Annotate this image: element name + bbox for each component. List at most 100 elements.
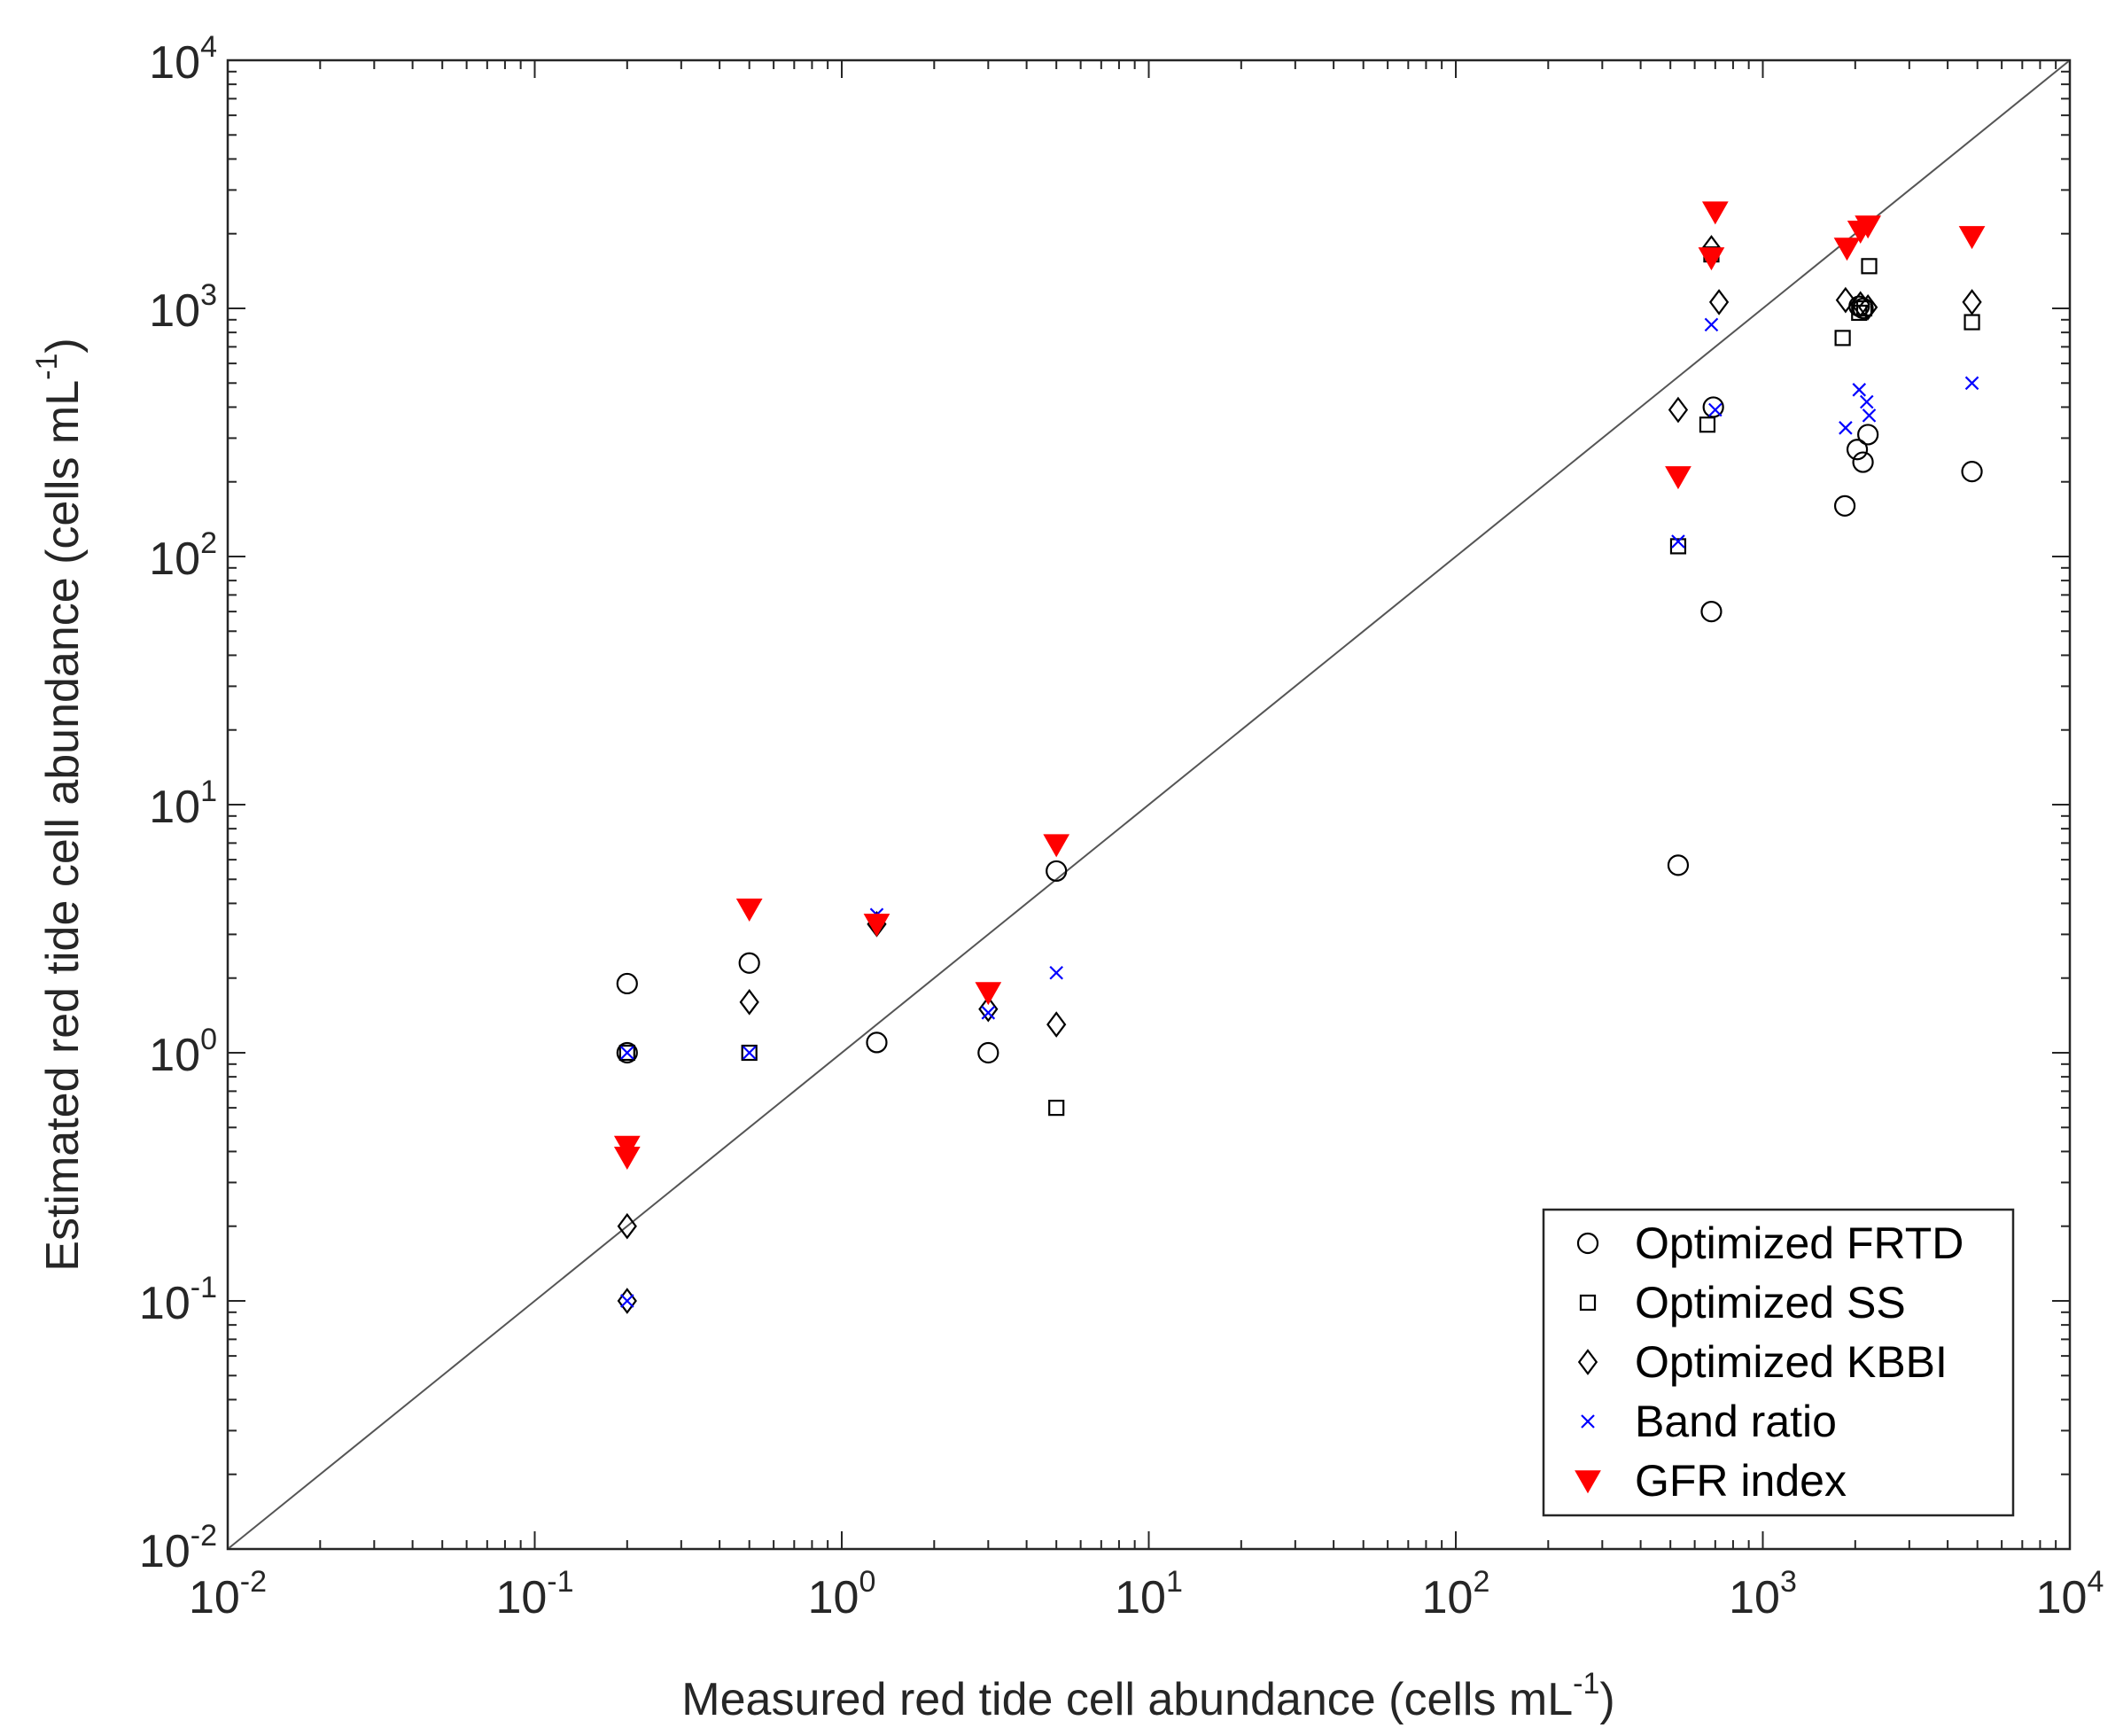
data-point-band-ratio (1852, 383, 1867, 397)
data-point-optimized-kbbi (978, 995, 999, 1023)
x-tick-label: 10-1 (495, 1565, 573, 1623)
series-gfr-index (613, 201, 1986, 1170)
y-tick-base: 10 (149, 1030, 200, 1081)
y-tick-base: 10 (139, 1278, 191, 1329)
data-point-band-ratio (1860, 394, 1874, 409)
one-to-one-line (227, 59, 2071, 1550)
x-tick-base: 10 (2036, 1572, 2088, 1623)
y-tick-base: 10 (149, 285, 200, 337)
y-tick-base: 10 (149, 782, 200, 833)
legend-label-gfr-index: GFR index (1635, 1456, 1847, 1506)
data-point-band-ratio (1704, 317, 1719, 332)
data-point-optimized-frtd (866, 1031, 888, 1054)
data-point-optimized-ss (618, 1044, 635, 1062)
x-tick-label: 103 (1729, 1565, 1797, 1623)
data-point-optimized-ss (1669, 538, 1687, 555)
data-point-optimized-frtd (1852, 297, 1874, 320)
legend-marker-optimized-kbbi (1577, 1349, 1598, 1375)
x-axis-title-main: Measured red tide cell abundance (cells … (681, 1674, 1573, 1725)
legend-items: Optimized FRTD Optimized SS Optimized KBBI… (1575, 1218, 1964, 1506)
x-tick-base: 10 (1115, 1572, 1166, 1623)
y-tick-exponent: 0 (200, 1023, 217, 1056)
legend-entry-band-ratio: Band ratio (1581, 1397, 1837, 1446)
legend-marker-optimized-ss (1579, 1294, 1597, 1312)
data-point-optimized-frtd (1961, 461, 1983, 483)
data-point-optimized-kbbi (1708, 289, 1730, 315)
data-point-gfr-index (1855, 215, 1882, 239)
legend-label-optimized-frtd: Optimized FRTD (1635, 1218, 1964, 1268)
x-tick-labels: 10-2 10-1 100 101 102 103 104 (189, 1565, 2104, 1623)
data-point-band-ratio (1862, 409, 1877, 423)
legend-box (1542, 1208, 2015, 1517)
data-point-optimized-ss (1834, 330, 1851, 346)
y-tick-exponent: 2 (200, 526, 217, 560)
x-tick-exponent: 0 (859, 1565, 875, 1599)
x-tick-base: 10 (1422, 1572, 1474, 1623)
axis-ticks (227, 59, 2071, 1550)
data-point-optimized-ss (741, 1044, 758, 1062)
x-tick-label: 100 (808, 1565, 876, 1623)
x-tick-label: 101 (1115, 1565, 1183, 1623)
data-point-optimized-frtd (977, 1041, 999, 1064)
data-point-optimized-frtd (738, 952, 760, 974)
data-point-optimized-kbbi (1668, 396, 1689, 424)
data-point-optimized-ss (1851, 304, 1868, 322)
y-tick-exponent: 1 (200, 775, 217, 808)
x-tick-base: 10 (189, 1572, 240, 1623)
data-point-optimized-frtd (616, 1041, 638, 1064)
data-point-band-ratio (1839, 421, 1853, 435)
data-point-optimized-kbbi (1962, 289, 1982, 315)
y-axis-title-main: Estimated red tide cell abundance (cells… (37, 380, 89, 1272)
x-axis-title: Measured red tide cell abundance (cells … (681, 1667, 1614, 1725)
x-tick-exponent: 4 (2087, 1565, 2104, 1599)
x-axis-title-exponent: -1 (1573, 1667, 1599, 1701)
legend-entry-optimized-frtd: Optimized FRTD (1576, 1218, 1964, 1268)
data-point-optimized-ss (1048, 1100, 1065, 1117)
data-point-optimized-frtd (616, 972, 638, 995)
data-point-optimized-kbbi (1046, 1011, 1067, 1038)
data-point-optimized-frtd (1700, 601, 1723, 623)
y-axis-title: Estimated red tide cell abundance (cells… (30, 338, 89, 1271)
y-axis-title-exponent: -1 (30, 354, 64, 380)
data-point-band-ratio (742, 1046, 757, 1060)
x-tick-exponent: 3 (1780, 1565, 1797, 1599)
legend-marker-band-ratio (1581, 1414, 1595, 1429)
data-point-band-ratio (1964, 376, 1979, 391)
data-point-band-ratio (1049, 966, 1063, 980)
data-point-optimized-kbbi (1858, 293, 1878, 321)
y-tick-exponent: 4 (200, 30, 217, 64)
data-point-gfr-index (1701, 201, 1729, 225)
legend: Optimized FRTD Optimized SS Optimized KBBI… (1542, 1208, 2015, 1517)
x-tick-label: 102 (1422, 1565, 1490, 1623)
data-point-gfr-index (1665, 466, 1691, 490)
x-tick-exponent: 1 (1166, 1565, 1183, 1599)
data-point-optimized-kbbi (617, 1212, 637, 1240)
legend-label-optimized-kbbi: Optimized KBBI (1635, 1337, 1948, 1387)
x-tick-exponent: 2 (1473, 1565, 1489, 1599)
legend-marker-gfr-index (1575, 1470, 1601, 1494)
data-point-optimized-frtd (1833, 494, 1856, 517)
y-tick-label: 102 (149, 526, 217, 585)
data-point-optimized-frtd (1846, 439, 1869, 461)
y-tick-label: 103 (149, 278, 217, 337)
y-tick-label: 10-1 (139, 1271, 217, 1329)
y-tick-exponent: 3 (200, 278, 217, 312)
data-point-gfr-index (1958, 226, 1986, 250)
data-point-band-ratio (1671, 534, 1685, 549)
x-tick-label: 10-2 (189, 1565, 267, 1623)
data-point-optimized-frtd (1852, 451, 1874, 473)
x-tick-base: 10 (495, 1572, 547, 1623)
x-tick-exponent: -1 (547, 1565, 573, 1599)
y-tick-exponent: -1 (191, 1271, 217, 1304)
data-point-optimized-ss (1861, 258, 1878, 275)
x-tick-label: 104 (2036, 1565, 2104, 1623)
x-tick-base: 10 (1729, 1572, 1780, 1623)
data-point-optimized-kbbi (617, 1288, 637, 1314)
legend-entry-gfr-index: GFR index (1575, 1456, 1847, 1506)
data-point-optimized-kbbi (1850, 291, 1870, 318)
data-point-gfr-index (1698, 247, 1725, 271)
legend-entry-optimized-ss: Optimized SS (1579, 1278, 1906, 1327)
one-to-one-line-layer (227, 59, 2071, 1550)
